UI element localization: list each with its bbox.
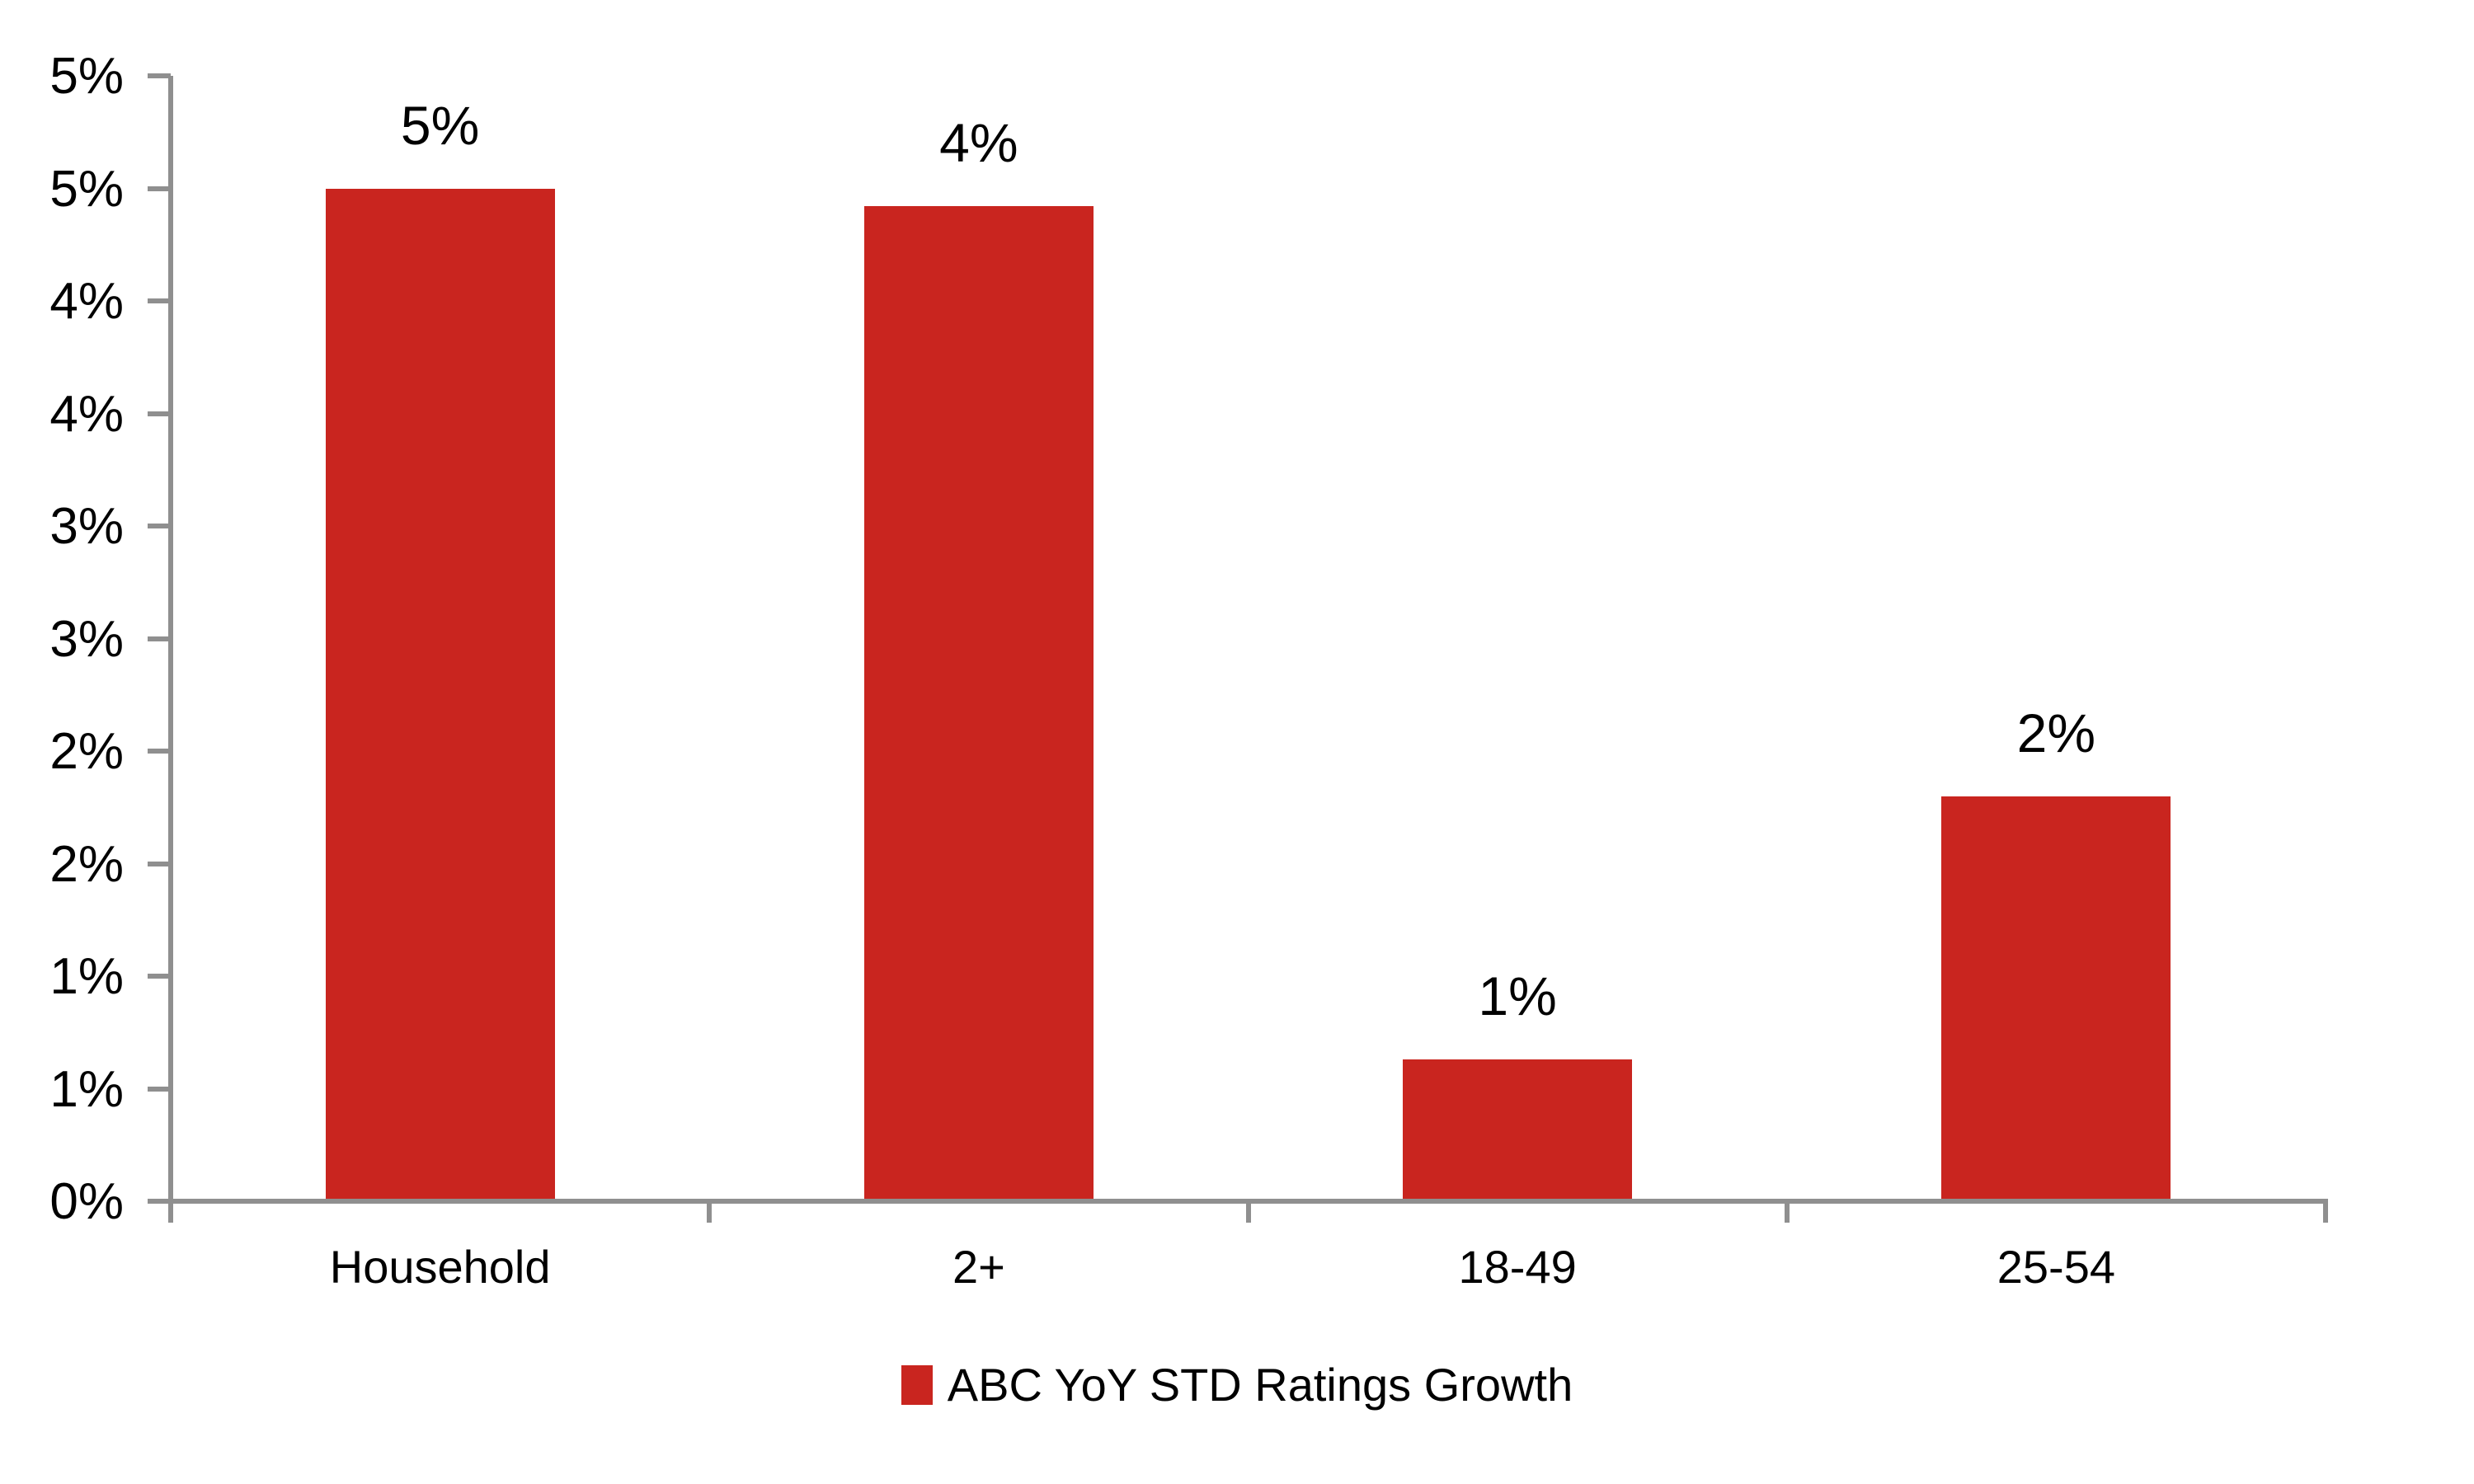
y-tick-mark bbox=[148, 186, 171, 191]
x-tick-mark bbox=[168, 1201, 173, 1223]
x-tick-mark bbox=[1245, 1201, 1251, 1223]
y-tick-mark bbox=[148, 524, 171, 528]
y-tick-label: 3% bbox=[49, 498, 124, 555]
bar-2+ bbox=[863, 206, 1094, 1199]
y-tick-label: 0% bbox=[49, 1173, 124, 1230]
bar-Household bbox=[325, 188, 555, 1199]
x-tick-mark bbox=[1784, 1201, 1790, 1223]
legend-label: ABC YoY STD Ratings Growth bbox=[947, 1359, 1573, 1411]
y-tick-mark bbox=[148, 73, 171, 78]
bar-value-label: 4% bbox=[939, 112, 1018, 174]
y-tick-label: 2% bbox=[49, 835, 124, 893]
bar-value-label: 1% bbox=[1478, 965, 1557, 1026]
y-tick-label: 3% bbox=[49, 610, 124, 668]
y-tick-label: 5% bbox=[49, 48, 124, 105]
y-tick-label: 1% bbox=[49, 1060, 124, 1118]
y-tick-mark bbox=[148, 974, 171, 979]
bar-25-54 bbox=[1941, 796, 2171, 1199]
legend: ABC YoY STD Ratings Growth bbox=[0, 1362, 2474, 1408]
bar-value-label: 5% bbox=[400, 94, 480, 156]
x-tick-mark bbox=[2323, 1201, 2328, 1223]
y-tick-mark bbox=[148, 1086, 171, 1092]
y-tick-mark bbox=[148, 636, 171, 641]
legend-swatch-icon bbox=[901, 1365, 933, 1405]
y-tick-mark bbox=[148, 411, 171, 416]
bar-18-49 bbox=[1403, 1059, 1633, 1199]
y-tick-mark bbox=[148, 861, 171, 866]
y-tick-label: 4% bbox=[49, 385, 124, 443]
y-tick-mark bbox=[148, 298, 171, 303]
y-tick-label: 2% bbox=[49, 723, 124, 780]
y-tick-label: 4% bbox=[49, 273, 124, 330]
y-axis-line bbox=[168, 76, 173, 1204]
bar-value-label: 2% bbox=[2016, 702, 2096, 763]
y-tick-mark bbox=[148, 1199, 171, 1204]
y-tick-label: 1% bbox=[49, 948, 124, 1005]
x-category-label-2+: 2+ bbox=[952, 1241, 1005, 1293]
x-category-label-25-54: 25-54 bbox=[1997, 1241, 2115, 1293]
y-tick-label: 5% bbox=[49, 160, 124, 218]
y-tick-mark bbox=[148, 749, 171, 754]
x-category-label-Household: Household bbox=[329, 1241, 551, 1293]
x-tick-mark bbox=[707, 1201, 713, 1223]
x-category-label-18-49: 18-49 bbox=[1458, 1241, 1577, 1293]
